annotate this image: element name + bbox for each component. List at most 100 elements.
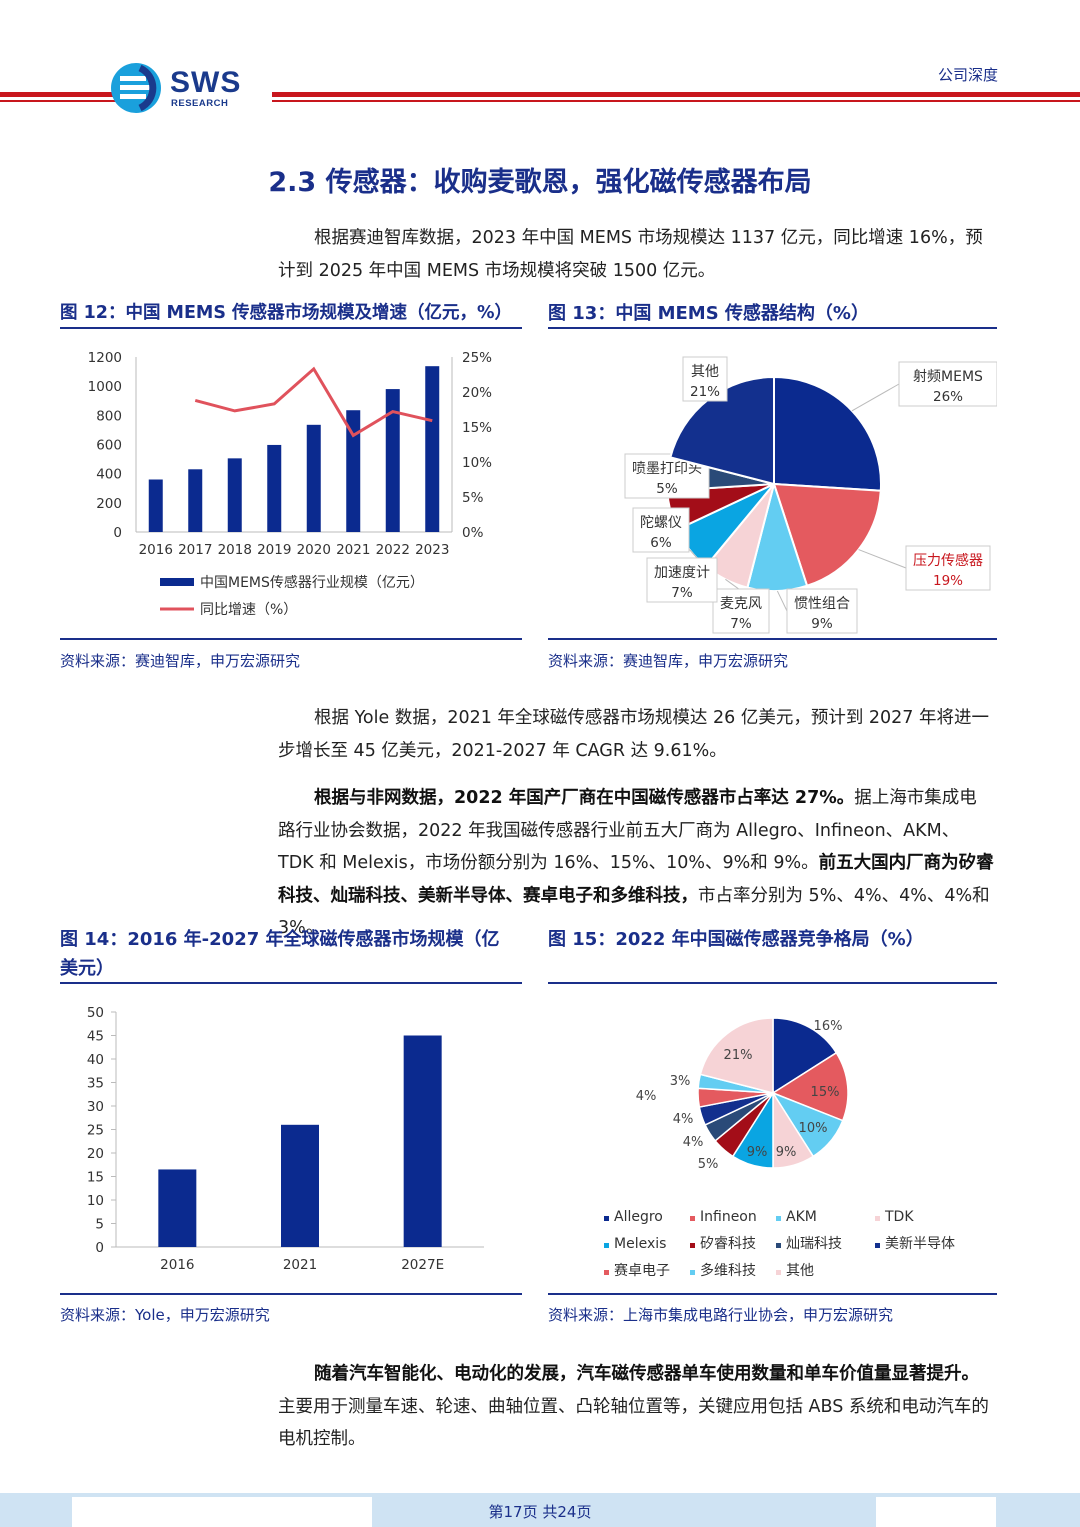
slice-label: 射频MEMS [913,369,983,385]
y-axis-tick-label: 50 [87,1005,104,1021]
left-axis-tick-label: 600 [96,438,122,454]
paragraph-automotive: 随着汽车智能化、电动化的发展，汽车磁传感器单车使用数量和单车价值量显著提升。主要… [278,1358,994,1456]
bar [306,424,321,532]
slice-label: 压力传感器 [913,552,983,569]
legend-label: Allegro [614,1209,663,1225]
leader-line [776,590,788,612]
paragraph-bold-text: 随着汽车智能化、电动化的发展，汽车磁传感器单车使用数量和单车价值量显著提升。 [314,1364,979,1384]
fig12-top-rule [60,327,522,329]
paragraph-bold-text: 前五大国内厂商为矽睿科技、灿瑞科技、美新半导体、赛卓电子和多维科技， [278,853,994,906]
logo-sub-text: RESEARCH [171,98,229,109]
paragraph-china-share: 根据与非网数据，2022 年国产厂商在中国磁传感器市占率达 27%。据上海市集成… [278,782,994,945]
slice-pct-label: 21% [724,1048,753,1063]
paragraph-mems-market: 根据赛迪智库数据，2023 年中国 MEMS 市场规模达 1137 亿元，同比增… [278,222,994,287]
fig12-chart: 0 200 400 600 800 1000 1200 0% 5% 10% 15% 20% 25% 201… [88,350,493,618]
label-box [712,588,770,634]
slice-pct-label: 7% [671,585,693,601]
slice-pct-label: 9% [811,616,833,632]
slice-label: 陀螺仪 [640,515,682,531]
y-axis-tick-label: 0 [95,1240,104,1256]
fig14-bottom-rule [60,1293,522,1295]
slice-label: 惯性组合 [794,595,850,612]
slice-pct-label: 4% [673,1112,694,1127]
bar [281,1124,319,1247]
x-axis-tick-label: 2018 [218,542,252,558]
right-axis-tick-label: 25% [462,350,492,366]
label-box [632,507,690,553]
slice-label: 加速度计 [654,565,710,581]
fig14-title-line1: 图 14：2016 年-2027 年全球磁传感器市场规模（亿 [60,929,500,950]
legend-label: Melexis [614,1236,666,1252]
legend-label: AKM [786,1209,817,1225]
slice-pct-label: 26% [933,389,963,405]
y-axis-tick-label: 30 [87,1099,104,1115]
legend-swatch [875,1243,880,1248]
fig15-title: 图 15：2022 年中国磁传感器竞争格局（%） [548,929,924,950]
bar [227,458,242,532]
bar [346,410,361,532]
y-axis-tick-label: 10 [87,1193,104,1209]
y-axis-tick-label: 40 [87,1052,104,1068]
header-right-rule-thin [272,100,1080,102]
header-left-rule-thin [0,100,118,102]
fig15-top-rule [548,982,997,984]
pie-slice [772,482,882,588]
pie-slice [771,1051,849,1122]
left-axis-tick-label: 0 [113,525,122,541]
legend-swatch [690,1270,695,1275]
right-axis-tick-label: 5% [462,490,484,506]
paragraph-global-magnetic: 根据 Yole 数据，2021 年全球磁传感器市场规模达 26 亿美元，预计到 … [278,702,994,767]
left-axis-tick-label: 800 [96,408,122,424]
legend-label: TDK [884,1209,914,1225]
paragraph-bold-text: 根据与非网数据，2022 年国产厂商在中国磁传感器市占率达 27%。 [314,788,855,808]
x-axis-tick-label: 2019 [257,542,291,558]
fig14-source: 资料来源：Yole，申万宏源研究 [60,1306,270,1324]
paragraph-text: 根据赛迪智库数据，2023 年中国 MEMS 市场规模达 1137 亿元，同比增… [278,228,983,281]
y-axis-tick-label: 45 [87,1029,104,1045]
x-axis-tick-label: 2017 [178,542,212,558]
legend-swatch-bar [160,578,194,586]
header-left-rule [0,92,118,97]
bar [158,1169,197,1247]
paragraph-text: 根据 Yole 数据，2021 年全球磁传感器市场规模达 26 亿美元，预计到 … [278,708,989,761]
legend-swatch [690,1216,695,1221]
left-axis-tick-label: 1200 [88,350,122,366]
fig13-bottom-rule [548,638,997,640]
fig15-chart: 16%15%10%9%9%5%4%4%4%3%21%Allegro Infineo… [604,1017,955,1279]
slice-pct-label: 6% [650,535,672,551]
slice-pct-label: 19% [933,573,963,589]
label-box [646,557,718,603]
fig14-top-rule [60,982,522,984]
fig14-title-line2: 美元） [60,958,114,979]
slice-pct-label: 3% [670,1074,691,1089]
bar [385,389,400,532]
label-box [898,361,997,407]
left-axis-tick-label: 200 [96,496,122,512]
slice-pct-label: 21% [690,384,720,400]
y-axis-tick-label: 5 [95,1217,104,1233]
fig13-top-rule [548,327,997,329]
right-axis-tick-label: 0% [462,525,484,541]
slice-pct-label: 4% [683,1135,704,1150]
slice-label: 喷墨打印头 [632,460,702,477]
x-axis-tick-label: 2016 [160,1257,194,1273]
legend-swatch [690,1243,695,1248]
fig12-bottom-rule [60,638,522,640]
legend-label: Infineon [700,1209,757,1225]
slice-pct-label: 9% [776,1145,797,1160]
paragraph-text: 据上海市集成电路行业协会数据，2022 年我国磁传感器行业前五大厂商为 Alle… [278,788,977,873]
label-box [905,545,991,591]
paragraph-text: 主要用于测量车速、轮速、曲轴位置、凸轮轴位置等，关键应用包括 ABS 系统和电动… [278,1396,989,1450]
bar [403,1035,442,1247]
pie-slice [699,1017,774,1094]
leader-line [851,383,900,412]
slice-pct-label: 9% [747,1145,768,1160]
x-axis-tick-label: 2021 [336,542,370,558]
bar [188,469,203,532]
label-box [786,588,858,634]
page-number: 第17页 共24页 [488,1503,592,1521]
pie-slice [772,1017,838,1095]
legend-swatch [604,1216,609,1221]
fig12-source: 资料来源：赛迪智库，申万宏源研究 [60,652,301,670]
header-right-rule [272,92,1080,97]
